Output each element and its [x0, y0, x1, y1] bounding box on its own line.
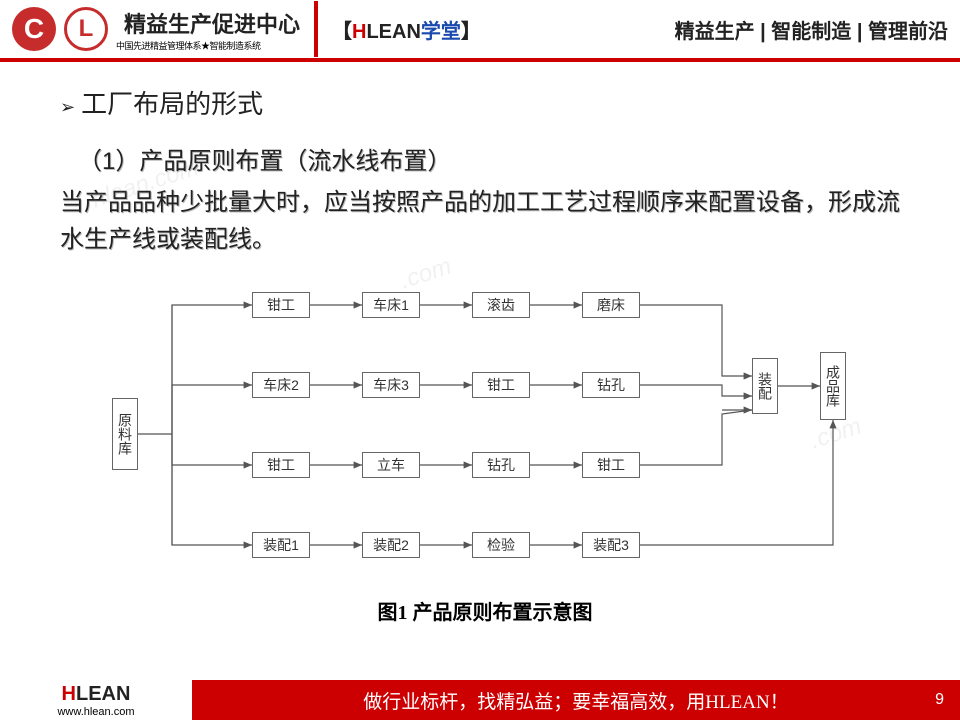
header-tagline: 精益生产 | 智能制造 | 管理前沿 [675, 15, 948, 44]
figure-caption: 图1 产品原则布置示意图 [60, 596, 910, 625]
footer-slogan: 做行业标杆，找精弘益；要幸福高效，用HLEAN！ [363, 687, 788, 714]
flowchart-diagram: 原料库装配成品库钳工车床1滚齿磨床车床2车床3钳工钻孔钳工立车钻孔钳工装配1装配… [100, 272, 870, 592]
description-text: 当产品品种少批量大时，应当按照产品的加工工艺过程顺序来配置设备，形成流水生产线或… [60, 184, 910, 258]
content-area: ➢工厂布局的形式 （1）产品原则布置（流水线布置） 当产品品种少批量大时，应当按… [0, 62, 960, 625]
flowchart-node: 装配1 [252, 532, 310, 558]
logo-group: C L 精益生产促进中心 中国先进精益管理体系★智能制造系统 [12, 7, 300, 52]
flowchart-node: 钳工 [582, 452, 640, 478]
header: C L 精益生产促进中心 中国先进精益管理体系★智能制造系统 【HLEAN学堂】… [0, 0, 960, 62]
flowchart-node: 车床2 [252, 372, 310, 398]
footer-logo: HLEAN [62, 683, 131, 706]
flowchart-node: 装配 [752, 358, 778, 414]
hlean-school-label: 【HLEAN学堂】 [332, 15, 481, 44]
flowchart-node: 原料库 [112, 398, 138, 470]
flowchart-node: 立车 [362, 452, 420, 478]
flowchart-node: 检验 [472, 532, 530, 558]
bullet-arrow-icon: ➢ [60, 97, 75, 117]
footer: HLEAN www.hlean.com 做行业标杆，找精弘益；要幸福高效，用HL… [0, 680, 960, 720]
logo-l-icon: L [64, 7, 108, 51]
flowchart-node: 车床3 [362, 372, 420, 398]
center-subtitle: 中国先进精益管理体系★智能制造系统 [116, 39, 300, 52]
vertical-divider [314, 1, 318, 57]
flowchart-node: 钻孔 [472, 452, 530, 478]
page-number: 9 [935, 691, 944, 709]
footer-url: www.hlean.com [57, 706, 134, 718]
section-heading: ➢工厂布局的形式 [60, 84, 910, 121]
flowchart-node: 装配3 [582, 532, 640, 558]
flowchart-node: 车床1 [362, 292, 420, 318]
flowchart-node: 钻孔 [582, 372, 640, 398]
logo-c-icon: C [12, 7, 56, 51]
flowchart-node: 钳工 [472, 372, 530, 398]
flowchart-node: 成品库 [820, 352, 846, 420]
flowchart-node: 钳工 [252, 452, 310, 478]
flowchart-node: 装配2 [362, 532, 420, 558]
footer-slogan-bar: 做行业标杆，找精弘益；要幸福高效，用HLEAN！ 9 [192, 680, 960, 720]
center-title: 精益生产促进中心 [124, 7, 300, 39]
flowchart-node: 滚齿 [472, 292, 530, 318]
subsection-title: （1）产品原则布置（流水线布置） [60, 141, 910, 176]
flowchart-node: 磨床 [582, 292, 640, 318]
footer-logo-block: HLEAN www.hlean.com [0, 680, 192, 720]
flowchart-node: 钳工 [252, 292, 310, 318]
